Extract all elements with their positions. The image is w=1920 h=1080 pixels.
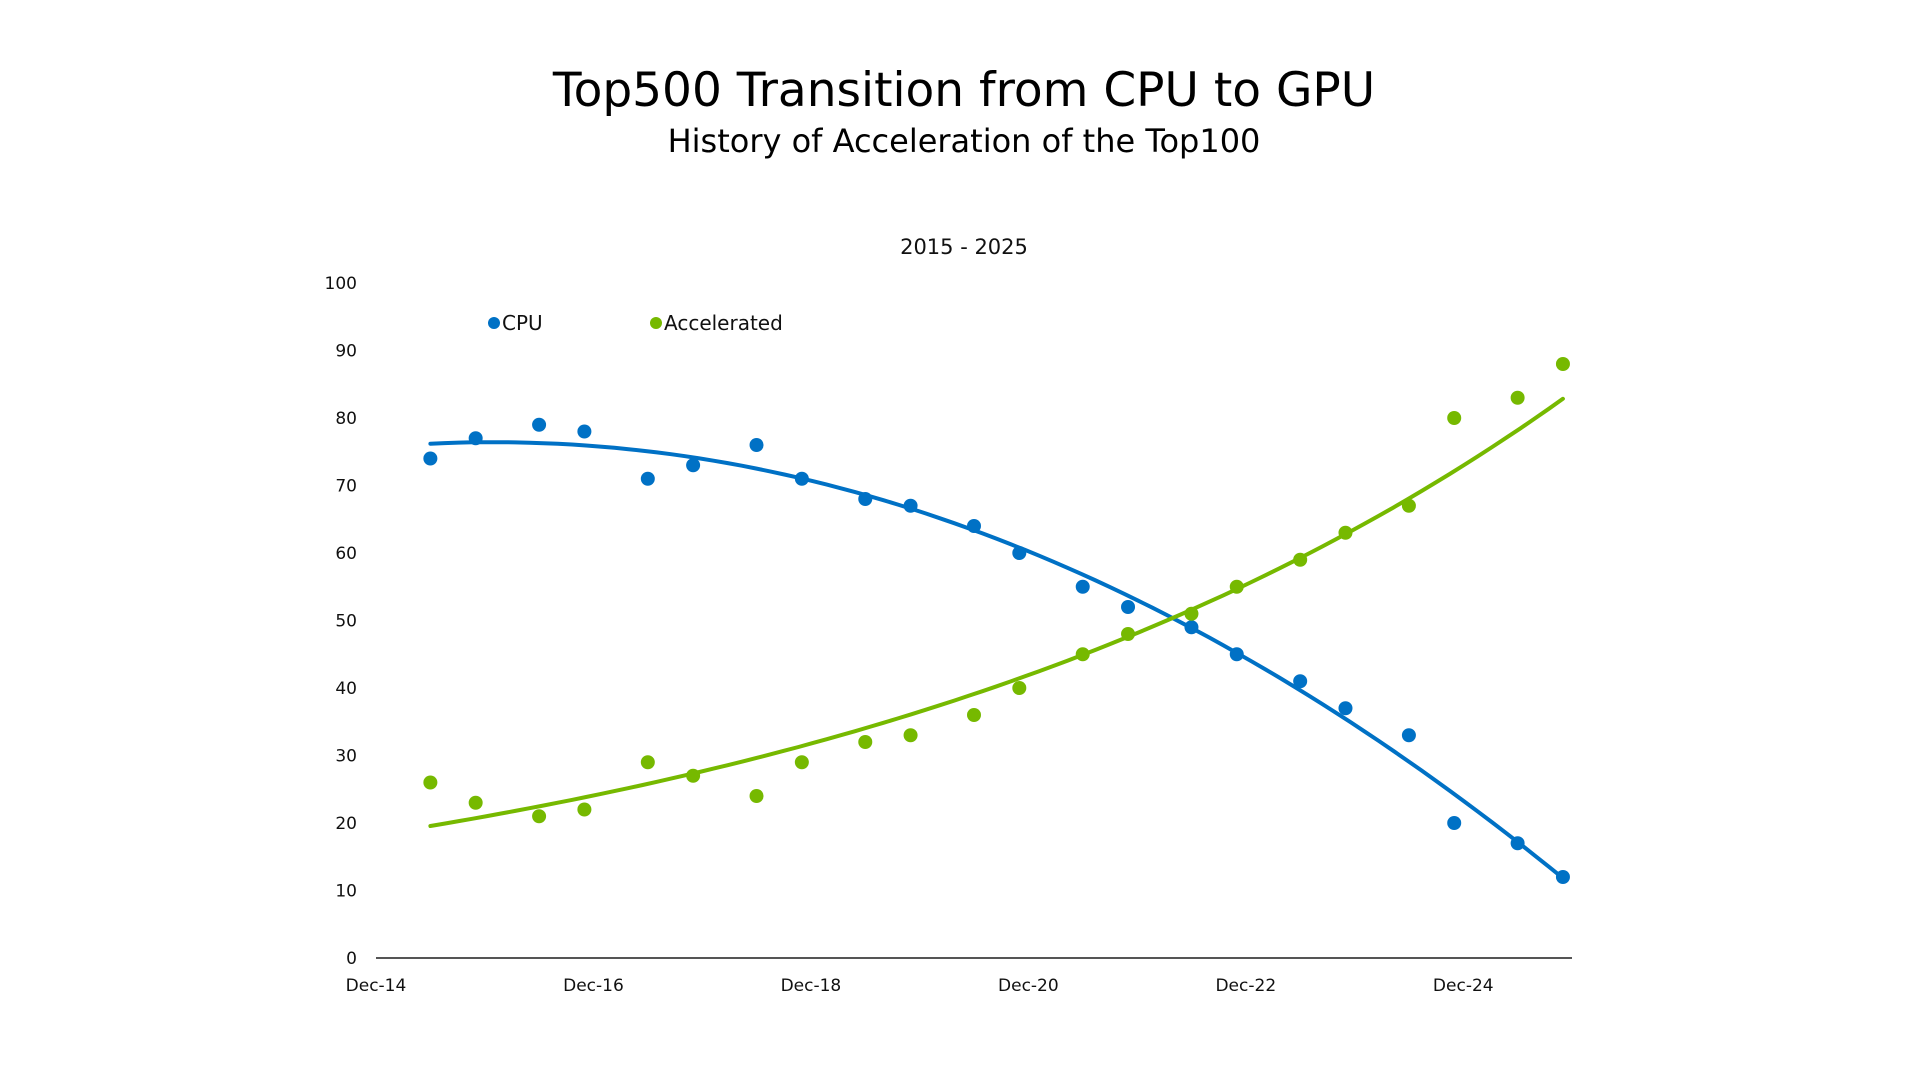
cpu-data-point [967, 519, 981, 533]
accelerated-data-point [532, 809, 547, 824]
legend-cpu-label: CPU [502, 311, 543, 335]
y-tick-label: 0 [346, 949, 357, 969]
accelerated-data-point [794, 755, 809, 770]
cpu-data-point [1338, 701, 1353, 716]
accelerated-data-point [1075, 647, 1090, 662]
accelerated-data-point [640, 755, 655, 770]
accelerated-trendline [428, 396, 1565, 828]
data-points [423, 357, 1570, 884]
accelerated-data-point [858, 735, 873, 749]
y-tick-label: 100 [325, 274, 357, 294]
cpu-data-point [1229, 647, 1244, 662]
y-axis-ticks: 0 10 20 30 40 50 60 70 80 90 100 [325, 274, 357, 969]
y-tick-label: 20 [335, 814, 357, 834]
x-tick-label: Dec-24 [1433, 976, 1494, 996]
accelerated-data-point [423, 775, 438, 790]
accelerated-data-point [1293, 552, 1308, 567]
accelerated-data-point [1338, 525, 1353, 540]
y-tick-label: 50 [335, 612, 357, 632]
accelerated-data-point [577, 802, 592, 817]
accelerated-data-point [1401, 498, 1416, 513]
accelerated-data-point [1510, 390, 1525, 405]
y-tick-label: 60 [335, 544, 357, 564]
accelerated-data-point [1012, 681, 1027, 695]
cpu-data-point [1510, 836, 1525, 851]
x-tick-label: Dec-18 [781, 976, 842, 996]
chart-title: Top500 Transition from CPU to GPU [552, 63, 1375, 118]
accelerated-data-point [1229, 579, 1244, 594]
chart-subtitle: History of Acceleration of the Top100 [668, 122, 1261, 160]
cpu-data-point [903, 498, 918, 513]
trendlines [428, 396, 1565, 881]
x-tick-label: Dec-16 [563, 976, 624, 996]
y-tick-label: 40 [335, 679, 357, 699]
y-tick-label: 10 [335, 882, 357, 902]
cpu-data-point [858, 492, 873, 506]
accelerated-data-point [967, 708, 981, 722]
x-tick-label: Dec-20 [998, 976, 1059, 996]
cpu-data-point [1555, 870, 1570, 884]
legend-accelerated-marker [650, 317, 662, 329]
accelerated-data-point [1184, 606, 1199, 621]
accelerated-data-point [686, 768, 701, 783]
legend-accelerated-label: Accelerated [664, 311, 783, 335]
cpu-data-point [1293, 674, 1308, 689]
x-axis-ticks: Dec-14 Dec-16 Dec-18 Dec-20 Dec-22 Dec-24 [346, 976, 1494, 996]
cpu-data-point [468, 431, 483, 446]
legend: CPU Accelerated [488, 311, 783, 335]
y-tick-label: 70 [335, 477, 357, 497]
accelerated-data-point [749, 789, 764, 803]
cpu-data-point [749, 438, 764, 452]
accelerated-data-point [1555, 357, 1570, 371]
cpu-data-point [1075, 579, 1090, 594]
y-tick-label: 80 [335, 409, 357, 429]
accelerated-data-point [903, 728, 918, 743]
chart-period-label: 2015 - 2025 [900, 235, 1028, 259]
cpu-data-point [1012, 546, 1027, 560]
cpu-data-point [577, 424, 592, 439]
y-tick-label: 90 [335, 342, 357, 362]
cpu-data-point [794, 471, 809, 486]
cpu-data-point [532, 417, 547, 432]
cpu-trendline [428, 440, 1565, 881]
cpu-data-point [1447, 816, 1462, 830]
cpu-data-point [1121, 600, 1136, 614]
cpu-data-point [1184, 620, 1199, 635]
legend-cpu-marker [488, 317, 500, 329]
x-tick-label: Dec-14 [346, 976, 407, 996]
cpu-data-point [640, 471, 655, 486]
accelerated-data-point [1121, 627, 1136, 641]
accelerated-data-point [1447, 411, 1462, 425]
cpu-data-point [1401, 728, 1416, 743]
y-tick-label: 30 [335, 747, 357, 767]
accelerated-data-point [468, 795, 483, 810]
cpu-data-point [423, 451, 438, 466]
cpu-data-point [686, 458, 701, 473]
x-tick-label: Dec-22 [1215, 976, 1276, 996]
